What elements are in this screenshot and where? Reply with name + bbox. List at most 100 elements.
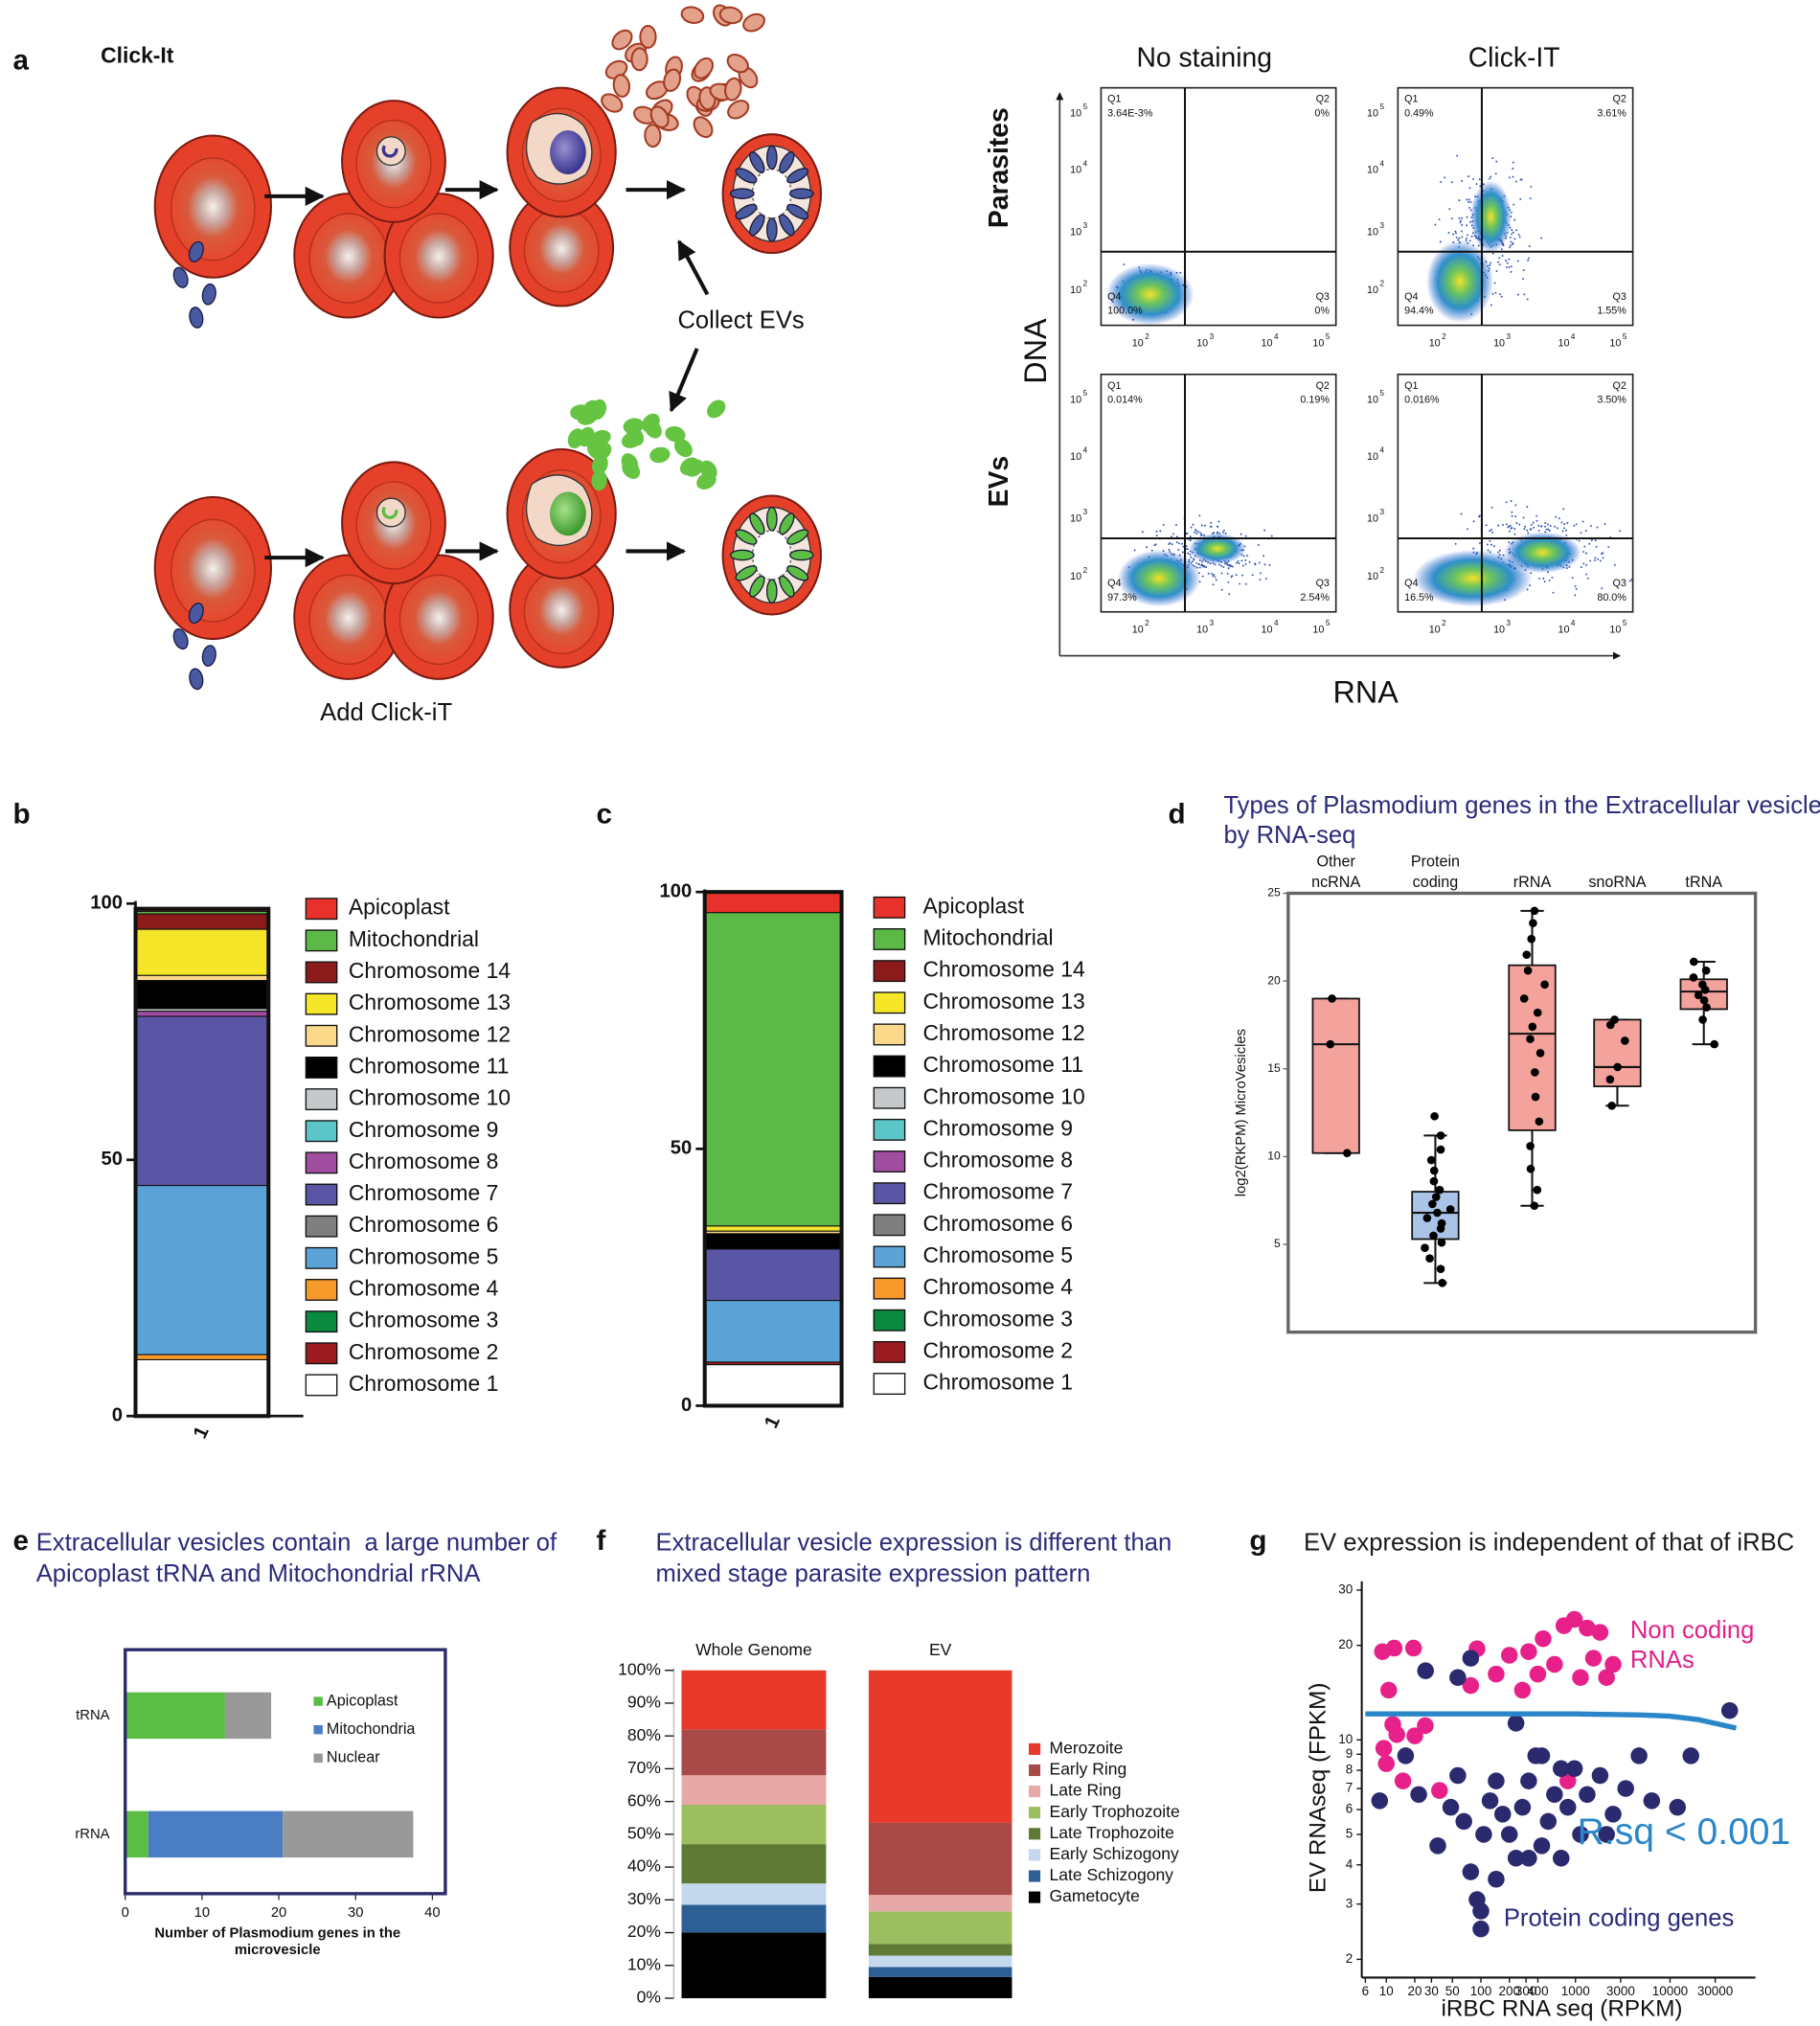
event-dot (1516, 260, 1519, 262)
y-tick-label: 90% (627, 1693, 661, 1712)
event-dot (1596, 526, 1599, 529)
data-point (1436, 1145, 1445, 1154)
event-dot (1595, 545, 1598, 548)
quadrant-value: 1.55% (1597, 306, 1627, 317)
tick-label: 10 (1367, 285, 1378, 296)
event-dot (1200, 563, 1203, 566)
ev-red (639, 24, 657, 49)
y-tick-label: 7 (1346, 1781, 1354, 1795)
schizont-hole (751, 530, 792, 580)
tick-label: 10 (1262, 337, 1273, 349)
merozoite (779, 151, 795, 173)
event-dot (1562, 508, 1565, 511)
event-dot (1522, 516, 1525, 519)
x-axis-label: microvesicle (235, 1943, 321, 1958)
ev-green (684, 459, 704, 477)
event-dot (1213, 532, 1216, 535)
data-point (1607, 1101, 1616, 1110)
event-dot (1220, 572, 1223, 575)
tick-exponent: 3 (1210, 332, 1215, 341)
data-point (1533, 1185, 1542, 1195)
legend-label: Gametocyte (1050, 1886, 1140, 1905)
legend-label: Late Trophozoite (1050, 1823, 1174, 1842)
event-dot (1498, 549, 1501, 552)
event-dot (1565, 534, 1568, 536)
x-tick-label: 40 (424, 1905, 440, 1921)
event-dot (1469, 201, 1472, 203)
event-dot (1242, 555, 1245, 558)
merozoite (789, 549, 814, 561)
event-dot (1444, 176, 1446, 179)
event-dot (1584, 530, 1587, 532)
y-tick-label: 9 (1346, 1746, 1354, 1761)
event-dot (1508, 258, 1511, 261)
tick-exponent: 5 (1379, 102, 1384, 111)
event-dot (1590, 539, 1593, 542)
data-point (1406, 1727, 1423, 1744)
event-dot (1489, 539, 1491, 542)
event-dot (1240, 559, 1243, 562)
x-tick-label: 3000 (1606, 1984, 1635, 1998)
data-point (1617, 1780, 1634, 1797)
tick-label: 10 (1070, 107, 1081, 119)
data-point (1513, 1681, 1532, 1699)
annotation: RNAs (1630, 1647, 1695, 1673)
category-label: tRNA (1685, 874, 1722, 891)
bar-segment (681, 1844, 827, 1884)
event-dot (1565, 529, 1567, 532)
legend-label: Chromosome 5 (349, 1243, 498, 1268)
panel-label: b (12, 798, 30, 830)
event-dot (1527, 259, 1530, 262)
plot-frame (1100, 86, 1337, 327)
bar-segment (868, 1895, 1012, 1912)
merozoite (189, 668, 204, 691)
quadrant-value: 0.49% (1404, 107, 1434, 119)
data-point (1500, 1647, 1518, 1664)
event-dot (1589, 525, 1592, 528)
event-dot (1195, 532, 1198, 535)
event-dot (1244, 535, 1247, 537)
event-dot (1506, 265, 1508, 268)
bar-segment (134, 1354, 269, 1360)
merozoite (749, 575, 765, 598)
event-dot (1153, 544, 1156, 547)
trophozoite-nucleus (550, 491, 586, 536)
data-point (1605, 1075, 1615, 1084)
legend-label: Chromosome 8 (349, 1149, 498, 1173)
event-dot (1244, 558, 1247, 561)
tick-label: 10 (1609, 624, 1621, 635)
event-dot (1552, 591, 1555, 594)
event-dot (1529, 528, 1532, 531)
tick-exponent: 3 (1379, 221, 1384, 230)
event-dot (1237, 559, 1240, 562)
tick-label: 10 (1312, 337, 1324, 349)
bar-segment (868, 1944, 1012, 1956)
event-dot (1162, 523, 1165, 526)
event-dot (1215, 579, 1217, 581)
event-dot (1510, 270, 1513, 273)
event-dot (1238, 562, 1240, 565)
event-dot (1585, 573, 1588, 576)
event-dot (1543, 580, 1546, 582)
ev-red (612, 74, 631, 98)
plot-frame (1397, 86, 1634, 327)
bar-segment (868, 1976, 1012, 1998)
merozoite (789, 188, 814, 199)
event-dot (1540, 237, 1542, 239)
event-dot (1479, 541, 1481, 544)
event-dot (1574, 585, 1577, 588)
y-tick-label: 8 (1346, 1763, 1354, 1777)
data-point (1475, 1826, 1492, 1843)
event-dot (1575, 587, 1578, 590)
x-tick-label: 20 (1407, 1984, 1422, 1998)
event-dot (1257, 544, 1260, 546)
legend-swatch (873, 1150, 906, 1172)
event-dot (1248, 560, 1251, 563)
tick-exponent: 4 (1571, 619, 1576, 627)
tick-label: 10 (1132, 624, 1144, 635)
event-dot (1220, 588, 1223, 591)
data-point (1540, 980, 1549, 990)
x-tick-label: 300 (1515, 1984, 1536, 1998)
chart-title: mixed stage parasite expression pattern (656, 1560, 1091, 1587)
merozoite (188, 240, 204, 262)
